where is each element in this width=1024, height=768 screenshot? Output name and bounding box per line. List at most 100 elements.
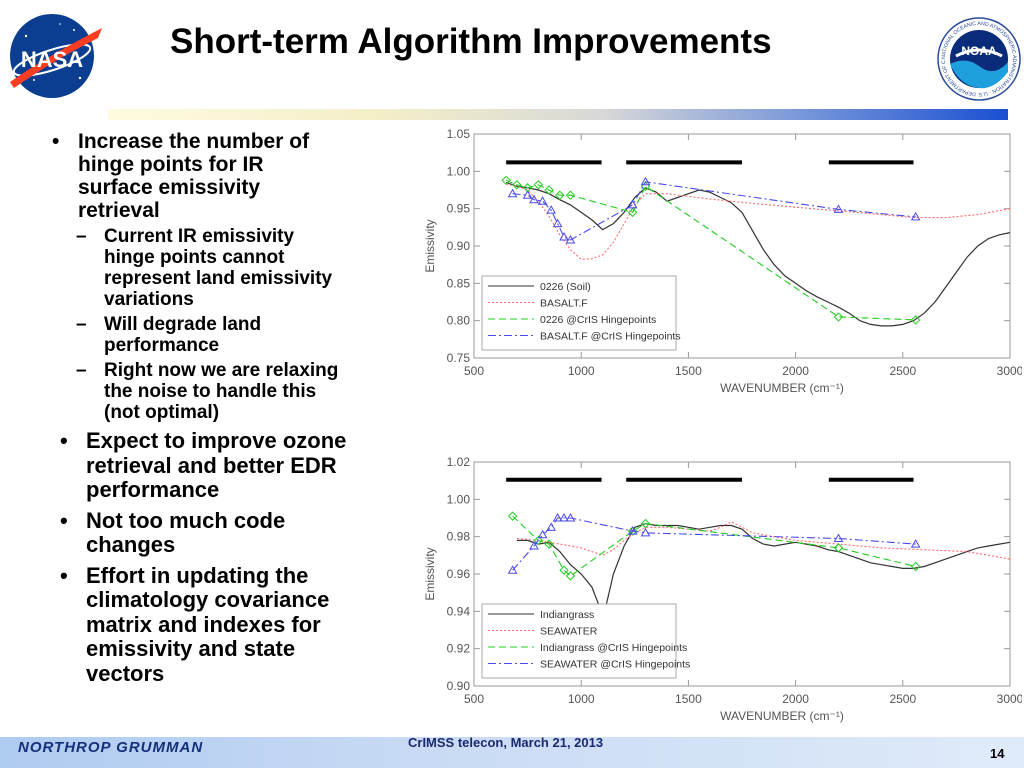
- page-number: 14: [990, 746, 1005, 761]
- legend-label: Indiangrass: [540, 609, 594, 621]
- triangle-marker: [910, 539, 921, 548]
- triangle-marker: [627, 199, 638, 209]
- northrop-grumman-logo: NORTHROP GRUMMAN: [18, 739, 204, 756]
- bullet-marker: •: [60, 562, 68, 588]
- bullet-text: Increase the number of hinge points for I…: [78, 130, 310, 222]
- diamond-marker: [533, 180, 544, 190]
- noaa-logo: NATIONAL OCEANIC AND ATMOSPHERIC ADMINIS…: [934, 12, 1022, 102]
- sub-bullet-item: – Will degrade land performance: [76, 314, 402, 356]
- series-line: [516, 521, 1011, 560]
- triangle-marker: [529, 540, 539, 550]
- y-tick-label: 0.92: [447, 642, 471, 656]
- x-tick-label: 500: [464, 364, 484, 378]
- triangle-marker: [529, 194, 539, 204]
- nasa-logo-text: NASA: [21, 47, 83, 72]
- triangle-marker: [546, 205, 557, 214]
- x-tick-label: 1500: [675, 692, 702, 706]
- x-axis-label: WAVENUMBER (cm⁻¹): [720, 709, 844, 723]
- triangle-marker: [559, 232, 569, 241]
- triangle-marker: [627, 526, 638, 535]
- sub-bullet-text: Will degrade land performance: [104, 314, 262, 356]
- diamond-marker: [544, 539, 554, 549]
- y-tick-label: 0.98: [447, 530, 471, 544]
- legend-label: Indiangrass @CrIS Hingepoints: [540, 642, 687, 654]
- emissivity-plot-bottom: 500 1000 1500 2000 2500 3000 0.90 0.92 0.94 0.96 0…: [423, 455, 1024, 723]
- bullet-marker: •: [60, 507, 68, 533]
- legend-box: [481, 603, 677, 679]
- bullet-text: Effort in updating the climatology covari…: [86, 562, 330, 686]
- x-tick-label: 3000: [997, 364, 1022, 378]
- x-tick-label: 1000: [568, 364, 595, 378]
- y-tick-label: 1.00: [447, 164, 471, 178]
- bullet-marker: •: [60, 428, 68, 453]
- footer-text: CrIMSS telecon, March 21, 2013: [408, 735, 604, 750]
- triangle-marker: [833, 533, 844, 543]
- series-line: [505, 181, 1011, 327]
- sub-bullet-text: Right now we are relaxing the noise to ha…: [104, 360, 339, 423]
- y-tick-label: 1.05: [447, 127, 471, 141]
- chart-soil-emissivity: 500 1000 1500 2000 2500 3000 0.75 0.80 0.85 0.90 0…: [418, 122, 1024, 423]
- diamond-marker: [627, 207, 638, 218]
- diamond-marker: [565, 190, 576, 200]
- y-tick-label: 0.96: [447, 567, 471, 581]
- sub-bullet-item: – Current IR emissivity hinge points cann…: [76, 226, 402, 310]
- diamond-marker: [833, 312, 844, 322]
- triangle-marker: [522, 190, 533, 199]
- y-tick-label: 0.95: [447, 202, 471, 216]
- bullet-list: • Increase the number of hinge points for…: [52, 130, 402, 686]
- triangle-marker: [546, 522, 557, 531]
- diamond-marker: [544, 185, 554, 195]
- triangle-marker: [537, 529, 548, 539]
- x-axis-label: WAVENUMBER (cm⁻¹): [720, 381, 844, 395]
- noaa-logo-text: NOAA: [961, 44, 997, 58]
- x-tick-label: 2000: [782, 364, 809, 378]
- diamond-marker: [507, 511, 518, 521]
- diamond-marker: [559, 565, 569, 575]
- y-tick-label: 0.85: [447, 276, 471, 290]
- triangle-marker: [910, 211, 921, 221]
- legend-label: SEAWATER @CrIS Hingepoints: [540, 659, 690, 671]
- triangle-marker: [565, 512, 576, 522]
- bullet-marker: •: [52, 130, 60, 153]
- legend-label: SEAWATER: [540, 626, 598, 638]
- legend-label: BASALT.F @CrIS Hingepoints: [540, 331, 681, 343]
- legend-label: 0226 (Soil): [540, 281, 591, 293]
- x-tick-label: 2500: [889, 692, 916, 706]
- y-tick-label: 1.00: [447, 492, 471, 506]
- diamond-marker: [565, 571, 576, 581]
- triangle-marker: [537, 196, 548, 205]
- y-axis-label: Emissivity: [423, 219, 437, 272]
- x-tick-label: 2000: [782, 692, 809, 706]
- legend-label: BASALT.F: [540, 298, 588, 310]
- bullet-item: • Not too much code changes: [60, 507, 402, 558]
- series-line: [505, 179, 916, 321]
- x-tick-label: 1000: [568, 692, 595, 706]
- triangle-marker: [640, 176, 651, 186]
- dash-marker: –: [76, 314, 87, 335]
- y-tick-label: 0.94: [447, 604, 471, 618]
- dash-marker: –: [76, 360, 87, 381]
- y-tick-label: 0.90: [447, 239, 471, 253]
- triangle-marker: [565, 235, 576, 244]
- triangle-marker: [552, 512, 563, 522]
- nasa-logo: NASA: [4, 8, 104, 104]
- slide-title: Short-term Algorithm Improvements: [170, 22, 772, 61]
- triangle-marker: [552, 218, 563, 228]
- title-divider: [108, 109, 1008, 120]
- sub-bullet-text: Current IR emissivity hinge points cannot…: [104, 226, 333, 310]
- y-tick-label: 1.02: [447, 455, 471, 469]
- y-tick-label: 0.80: [447, 314, 471, 328]
- bullet-text: Not too much code changes: [86, 507, 286, 557]
- triangle-marker: [640, 527, 651, 537]
- y-axis-label: Emissivity: [423, 547, 437, 600]
- bullet-item: • Increase the number of hinge points for…: [52, 130, 402, 222]
- y-tick-label: 0.75: [447, 351, 471, 365]
- x-tick-label: 1500: [675, 364, 702, 378]
- diamond-marker: [555, 190, 565, 200]
- sub-bullet-item: – Right now we are relaxing the noise to …: [76, 360, 402, 423]
- legend-label: 0226 @CrIS Hingepoints: [540, 314, 656, 326]
- chart-grass-emissivity: 500 1000 1500 2000 2500 3000 0.90 0.92 0.94 0.96 0…: [418, 452, 1024, 747]
- diamond-marker: [833, 543, 844, 553]
- emissivity-plot-top: 500 1000 1500 2000 2500 3000 0.75 0.80 0.85 0.90 0…: [423, 127, 1024, 395]
- triangle-marker: [833, 204, 844, 213]
